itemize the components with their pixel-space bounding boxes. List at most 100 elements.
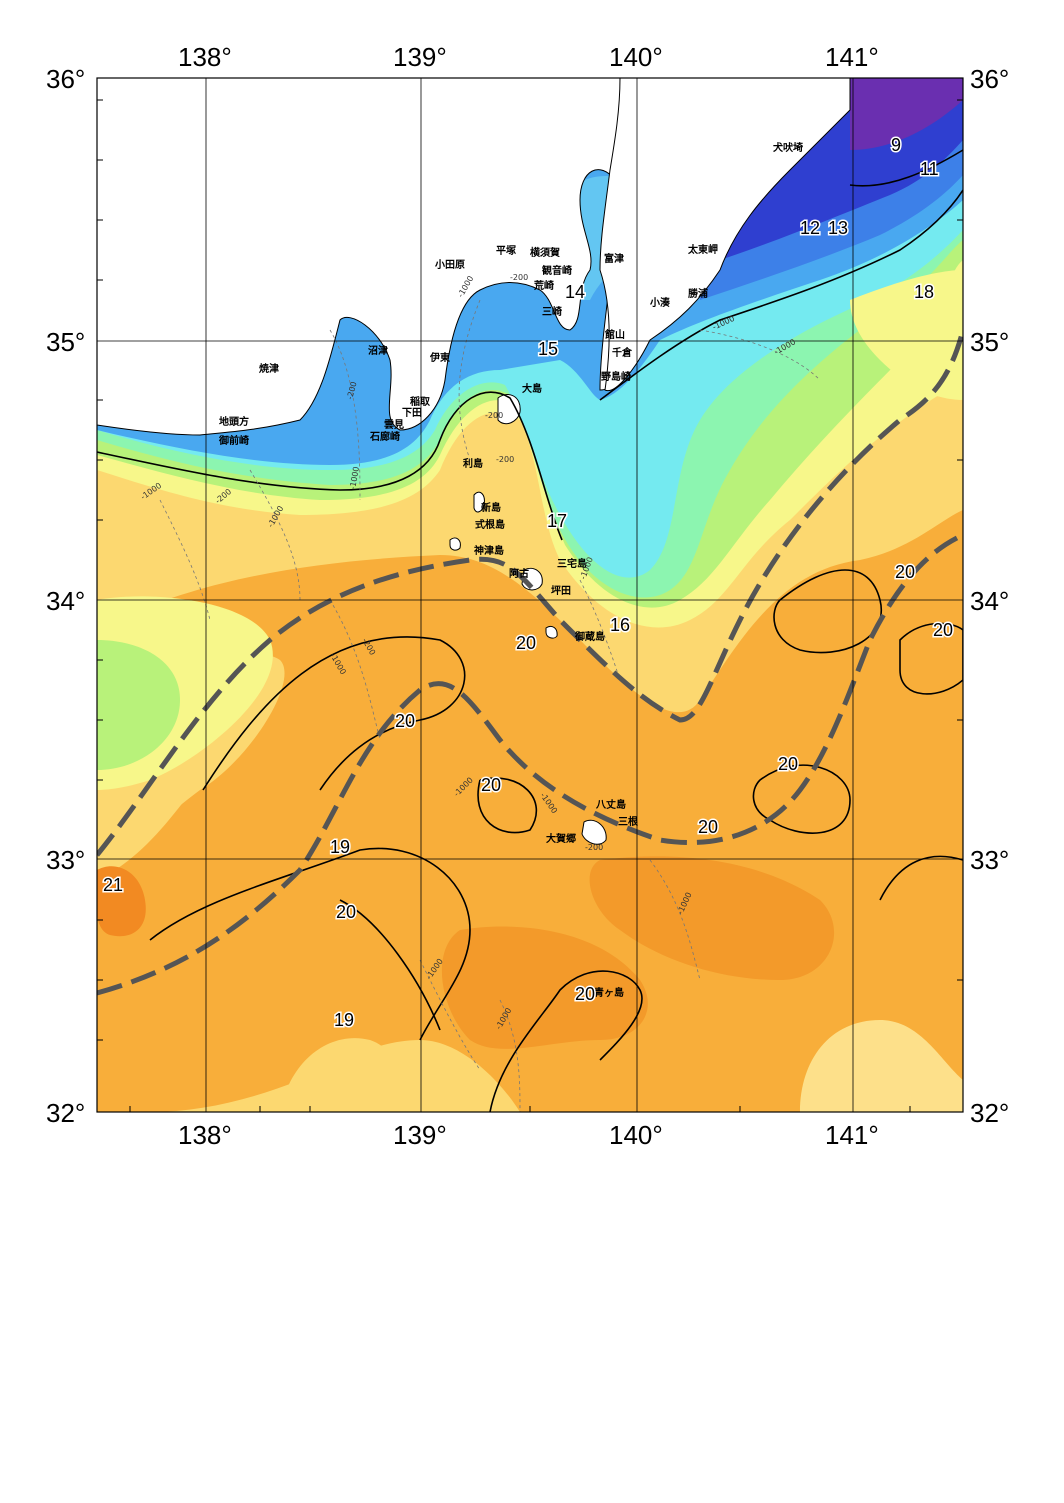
east-yellow [850, 270, 963, 400]
place-label: 利島 [463, 457, 483, 470]
place-label: 館山 [604, 328, 625, 341]
place-label: 犬吠埼 [773, 141, 803, 154]
isotherm-label: 13 [828, 218, 848, 238]
lat-label-right: 33° [970, 845, 1009, 875]
lon-label-top: 140° [609, 42, 663, 72]
depth-label: -200 [214, 487, 234, 506]
temp-band-20 [97, 510, 963, 1112]
place-label: 御前崎 [218, 434, 249, 447]
lat-label-left: 36° [46, 64, 85, 94]
lat-label-right: 32° [970, 1098, 1009, 1128]
temp-band-13 [700, 78, 963, 300]
lat-label-left: 33° [46, 845, 85, 875]
bay-water [560, 176, 650, 300]
issue-date: 平成 22年4月3日 発行 [483, 90, 683, 112]
isotherm-label: 15 [538, 339, 558, 359]
place-label: 神津島 [474, 544, 504, 557]
publisher-item: 千葉県水産総合研究センター [202, 138, 359, 152]
lon-label-bottom: 139° [393, 1120, 447, 1150]
depth-labels: -1000 -200 -200 -1000 -200 -200 -1000 -2… [139, 273, 797, 1031]
isotherm-label: 20 [895, 562, 915, 582]
depth-label: -1000 [676, 891, 694, 916]
depth-label: -1000 [328, 652, 347, 677]
publisher-item: 東京都島しょ農林水産総合センター [202, 121, 395, 135]
temp-band-17-west [97, 640, 180, 770]
place-label: 地頭方 [219, 415, 249, 428]
place-label: 野島崎 [601, 370, 631, 383]
temp-band-21c [589, 856, 835, 980]
map-title: 関東・東海海況速報 [103, 85, 338, 114]
publisher-item: 三重県水産研究所 [202, 189, 299, 203]
lon-label-top: 141° [825, 42, 879, 72]
temp-band-19-inner [97, 654, 285, 860]
lon-label-top: 138° [178, 42, 232, 72]
isotherm-label: 14 [565, 282, 585, 302]
kuroshio-axis [97, 329, 963, 996]
place-label: 石廊崎 [369, 430, 400, 443]
publisher-item: 静岡県水産技術研究所 [202, 172, 323, 186]
place-label: 平塚 [496, 244, 516, 257]
place-label: 新島 [481, 501, 501, 514]
place-label: 勝浦 [688, 287, 708, 300]
isotherm-label: 11 [920, 159, 939, 179]
lon-label-bottom: 138° [178, 1120, 232, 1150]
depth-label: -200 [585, 843, 603, 852]
island-niijima [473, 491, 485, 513]
place-label: 焼津 [259, 362, 279, 375]
data-source: 資料: 船舶水温､衛星水温､気象庁解析水温 [103, 230, 328, 244]
lon-label-bottom: 140° [609, 1120, 663, 1150]
isotherm-label: 12 [800, 218, 820, 238]
place-label: 小田原 [434, 258, 465, 271]
isotherm-label: 20 [933, 620, 953, 640]
lat-label-left: 34° [46, 586, 85, 616]
isotherm-label: 20 [336, 902, 356, 922]
depth-label: -1000 [456, 274, 475, 299]
isotherm-label: 16 [610, 615, 630, 635]
temp-band-21b [441, 926, 648, 1049]
land-boso [599, 78, 851, 392]
place-label: 小湊 [649, 296, 671, 309]
place-label: 伊東 [429, 351, 450, 364]
place-label: 三崎 [542, 305, 562, 318]
place-label: 八丈島 [595, 798, 626, 811]
isotherm-label: 19 [334, 1010, 354, 1030]
place-label: 坪田 [551, 584, 571, 597]
isotherm-label: 20 [395, 711, 415, 731]
place-label: 沼津 [368, 344, 388, 357]
publisher-item: 神奈川県水産技術センター [202, 155, 347, 169]
place-label: 雲見 [384, 419, 404, 431]
place-label: 阿古 [509, 567, 529, 580]
temp-band-19-south [280, 1038, 420, 1112]
isotherm-label: 18 [914, 282, 934, 302]
publisher-item: ◎和歌山県農林水産総合技術センター水産試験場 [188, 206, 451, 220]
depth-label: -1000 [578, 556, 594, 581]
isotherm-label: 20 [778, 754, 798, 774]
depth-label: -200 [345, 381, 358, 401]
depth-label: -200 [360, 637, 377, 657]
temp-band-19-east [800, 1020, 963, 1112]
island-hachijojima [581, 819, 607, 845]
lat-label-right: 34° [970, 586, 1009, 616]
place-label: 荒崎 [533, 279, 554, 292]
place-label: 下田 [402, 407, 422, 419]
depth-label: -200 [496, 455, 514, 464]
isobath-lines [159, 299, 821, 1112]
depth-label: -1000 [538, 791, 559, 815]
temp-band-18-west [97, 596, 273, 790]
depth-label: -1000 [139, 481, 163, 502]
lat-label-right: 35° [970, 327, 1009, 357]
lat-label-left: 32° [46, 1098, 85, 1128]
lat-label-left: 35° [46, 327, 85, 357]
depth-label: -1000 [424, 957, 445, 981]
depth-label: -200 [510, 273, 528, 282]
isotherm-label: 20 [575, 984, 595, 1004]
place-label: 三根 [618, 815, 638, 828]
isotherm-label: 20 [516, 633, 536, 653]
isotherm-label: 21 [103, 875, 123, 895]
frame-ticks [97, 99, 963, 1112]
arrow-right-icon [225, 270, 272, 276]
temp-band-9 [850, 78, 963, 150]
place-label: 青ヶ島 [594, 986, 624, 999]
depth-label: -1000 [452, 776, 475, 799]
